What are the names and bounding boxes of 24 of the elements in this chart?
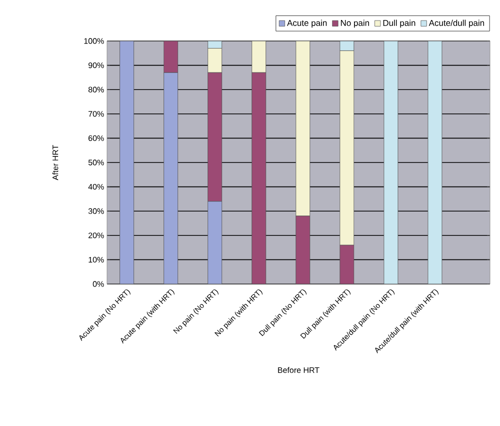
legend-label: No pain	[340, 20, 369, 28]
y-tick-label: 30%	[88, 208, 104, 214]
y-tick-label: 10%	[88, 256, 104, 263]
bar	[340, 50, 354, 246]
y-tick-label: 40%	[88, 184, 104, 190]
bar	[384, 41, 398, 284]
y-tick-label: 50%	[88, 160, 104, 166]
y-tick-label: 70%	[88, 111, 104, 117]
bar	[208, 48, 222, 73]
legend-label: Acute/dull pain	[428, 20, 484, 28]
y-tick-label: 0%	[92, 281, 104, 287]
legend-label: Dull pain	[383, 20, 416, 28]
bar	[252, 41, 266, 73]
bar	[296, 41, 310, 216]
bar	[120, 41, 134, 284]
x-axis-title: Before HRT	[278, 367, 320, 373]
y-axis-title: After HRT	[52, 144, 58, 180]
y-tick-label: 90%	[88, 62, 104, 68]
y-tick-label: 20%	[88, 232, 104, 238]
y-tick-label: 80%	[88, 86, 104, 92]
bar	[428, 41, 442, 284]
y-tick-label: 60%	[88, 135, 104, 142]
legend-label: Acute pain	[287, 20, 327, 28]
y-tick-label: 100%	[84, 38, 104, 44]
